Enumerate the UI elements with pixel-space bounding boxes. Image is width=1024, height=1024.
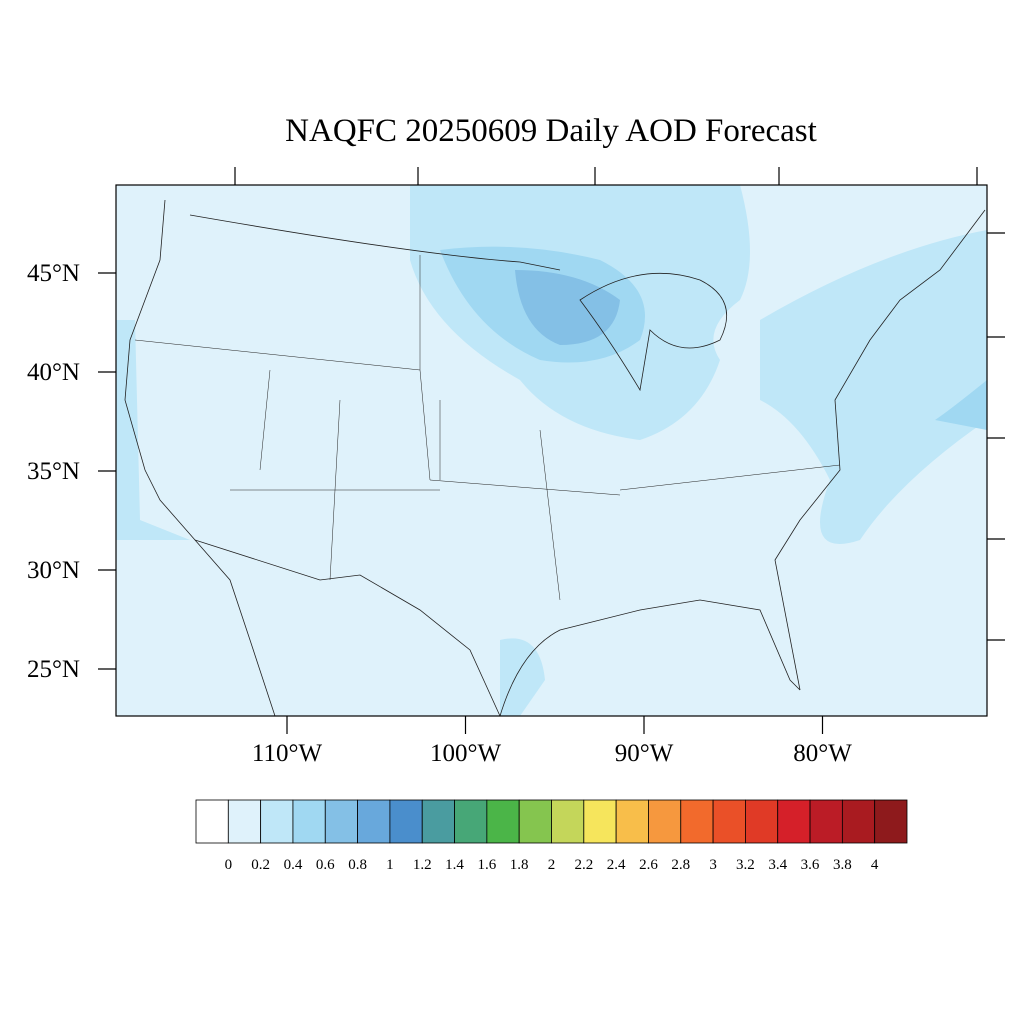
- colorbar-box: [712, 799, 746, 844]
- colorbar-label: 1.8: [510, 857, 529, 873]
- map-title: NAQFC 20250609 Daily AOD Forecast: [285, 113, 817, 149]
- map-area: [115, 167, 1005, 717]
- colorbar-box: [421, 799, 455, 844]
- aod-region: [500, 638, 545, 716]
- lon-label: 110°W: [252, 740, 323, 767]
- state-lines: [134, 255, 841, 601]
- colorbar-box: [454, 799, 488, 844]
- colorbar-label: 0.2: [251, 857, 270, 873]
- boundaries: [124, 199, 986, 717]
- lat-label: 35°N: [27, 458, 80, 485]
- aod-region: [760, 230, 987, 544]
- colorbar-box: [292, 799, 326, 844]
- colorbar-label: 1.4: [445, 857, 464, 873]
- lat-label: 45°N: [27, 260, 80, 287]
- north-border: [189, 214, 561, 271]
- colorbar-box: [324, 799, 358, 844]
- lat-label: 25°N: [27, 656, 80, 683]
- west-coast: [124, 199, 276, 717]
- colorbar-box: [195, 799, 229, 844]
- colorbar-box: [486, 799, 520, 844]
- great-lakes: [579, 272, 728, 392]
- colorbar-box: [615, 799, 649, 844]
- lon-label: 80°W: [793, 740, 852, 767]
- colorbar-label: 0.6: [316, 857, 335, 873]
- colorbar-box: [874, 799, 908, 844]
- colorbar-box: [745, 799, 779, 844]
- colorbar-box: [583, 799, 617, 844]
- east-coast: [774, 209, 986, 691]
- lat-label: 40°N: [27, 359, 80, 386]
- colorbar-label: 4: [871, 857, 879, 873]
- lat-label: 30°N: [27, 557, 80, 584]
- south-border: [194, 539, 501, 717]
- colorbar-box: [227, 799, 262, 844]
- colorbar-label: 2: [548, 857, 556, 873]
- colorbar-label: 1.6: [477, 857, 496, 873]
- colorbar-label: 1: [386, 857, 394, 873]
- lon-label: 90°W: [615, 740, 674, 767]
- colorbar-label: 2.2: [574, 857, 593, 873]
- colorbar-label: 3.2: [736, 857, 755, 873]
- colorbar: 0 0.2 0.4 0.6 0.8 1 1.2 1.4 1.6 1.8 2 2.2 2.4 2.6 2.8 3…: [195, 799, 908, 873]
- colorbar-box: [680, 799, 714, 844]
- colorbar-box: [518, 799, 552, 844]
- aod-region: [515, 270, 620, 345]
- colorbar-label: 0.4: [284, 857, 303, 873]
- colorbar-label: 0: [225, 857, 233, 873]
- colorbar-label: 3.8: [833, 857, 852, 873]
- aod-region: [935, 380, 987, 430]
- colorbar-label: 2.6: [639, 857, 658, 873]
- colorbar-box: [357, 799, 391, 844]
- aod-region: [116, 320, 190, 540]
- colorbar-box: [777, 799, 811, 844]
- colorbar-label: 3.6: [801, 857, 820, 873]
- gulf-coast: [499, 599, 801, 717]
- axis-ticks: 45°N 40°N 35°N 30°N 25°N 110°W 100°W 90°W 80°W: [27, 260, 852, 767]
- colorbar-label: 1.2: [413, 857, 432, 873]
- lon-label: 100°W: [430, 740, 501, 767]
- aod-field: [116, 185, 987, 716]
- colorbar-box: [389, 799, 423, 844]
- frame-ticks: [234, 167, 1005, 641]
- colorbar-label: 2.4: [607, 857, 626, 873]
- colorbar-label: 2.8: [671, 857, 690, 873]
- map-frame: [115, 184, 988, 717]
- colorbar-label: 3: [709, 857, 717, 873]
- colorbar-box: [809, 799, 843, 844]
- colorbar-label: 3.4: [768, 857, 787, 873]
- colorbar-box: [648, 799, 682, 844]
- colorbar-box: [841, 799, 876, 844]
- colorbar-box: [551, 799, 585, 844]
- colorbar-box: [260, 799, 294, 844]
- colorbar-label: 0.8: [348, 857, 367, 873]
